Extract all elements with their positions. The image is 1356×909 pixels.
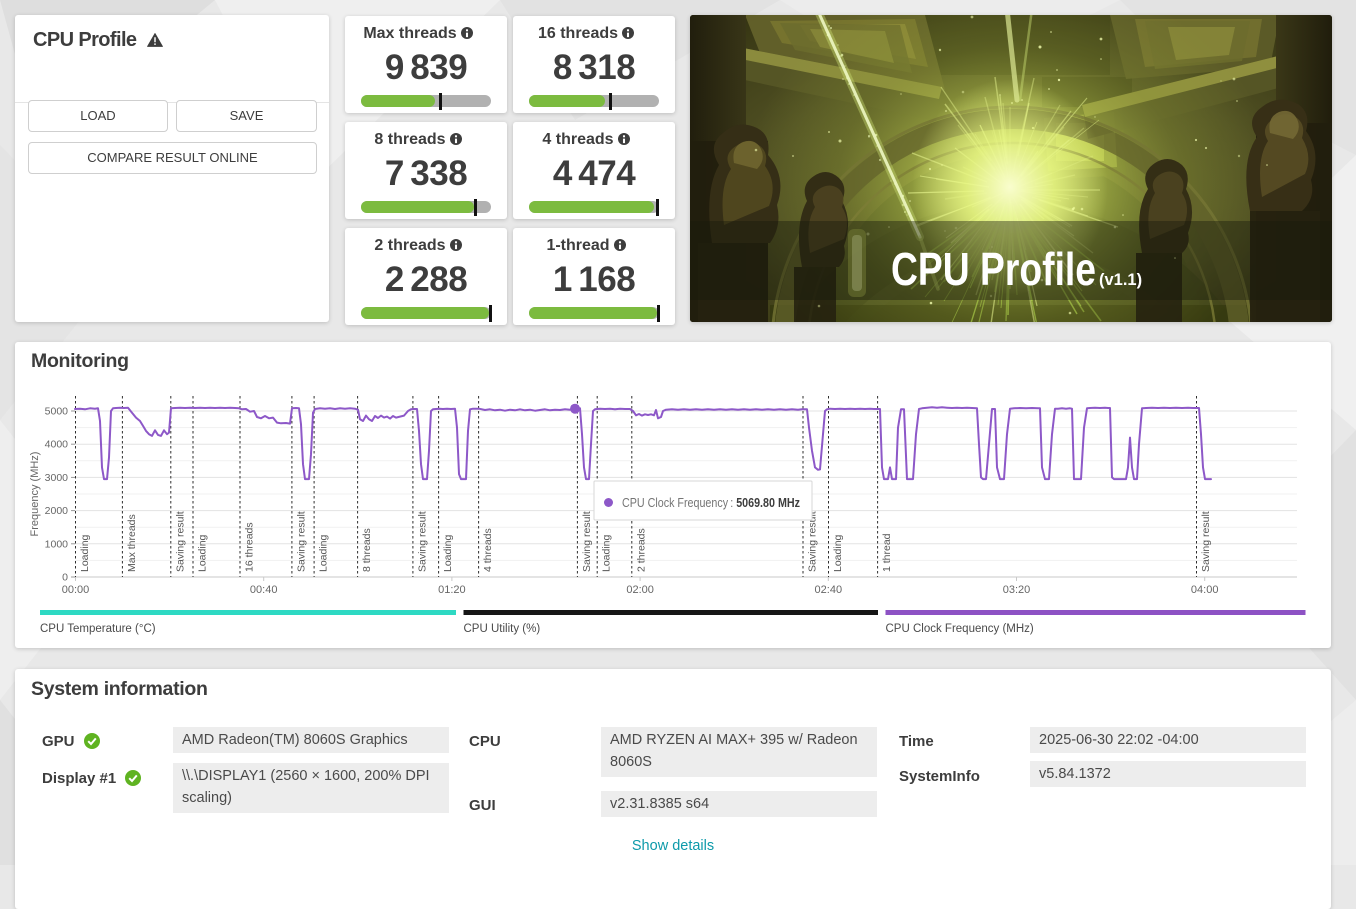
svg-text:Loading: Loading — [601, 534, 613, 572]
svg-text:CPU Profile: CPU Profile — [891, 243, 1096, 295]
svg-text:CPU Clock Frequency (MHz): CPU Clock Frequency (MHz) — [886, 623, 1034, 635]
svg-text:Loading: Loading — [318, 534, 330, 572]
svg-text:Saving result: Saving result — [581, 511, 593, 572]
svg-text:CPU Clock Frequency : 5069.80: CPU Clock Frequency : 5069.80 MHz — [622, 495, 800, 510]
svg-text:Saving result: Saving result — [295, 511, 307, 572]
svg-text:Saving result: Saving result — [416, 511, 428, 572]
svg-text:8 threads: 8 threads — [361, 528, 373, 572]
svg-text:5000: 5000 — [45, 406, 69, 418]
svg-text:0: 0 — [62, 572, 68, 584]
svg-text:2 threads: 2 threads — [635, 528, 647, 572]
svg-text:CPU Temperature (°C): CPU Temperature (°C) — [40, 623, 156, 635]
svg-text:4 threads: 4 threads — [482, 528, 494, 572]
svg-text:Loading: Loading — [79, 534, 91, 572]
svg-text:01:20: 01:20 — [438, 584, 466, 596]
svg-text:(v1.1): (v1.1) — [1099, 271, 1142, 289]
svg-text:Loading: Loading — [197, 534, 209, 572]
svg-text:16 threads: 16 threads — [244, 522, 256, 572]
svg-text:3000: 3000 — [45, 472, 69, 484]
svg-text:00:00: 00:00 — [62, 584, 90, 596]
svg-text:1000: 1000 — [45, 538, 69, 550]
svg-text:02:40: 02:40 — [815, 584, 843, 596]
svg-text:00:40: 00:40 — [250, 584, 278, 596]
svg-text:4000: 4000 — [45, 439, 69, 451]
svg-text:1 thread: 1 thread — [881, 533, 893, 572]
svg-text:03:20: 03:20 — [1003, 584, 1031, 596]
svg-text:04:00: 04:00 — [1191, 584, 1219, 596]
svg-text:Loading: Loading — [832, 534, 844, 572]
svg-text:Max threads: Max threads — [126, 514, 138, 572]
svg-text:Loading: Loading — [442, 534, 454, 572]
svg-text:Saving result: Saving result — [1200, 511, 1212, 572]
svg-text:02:00: 02:00 — [626, 584, 654, 596]
svg-text:Saving result: Saving result — [807, 511, 819, 572]
svg-text:Frequency (MHz): Frequency (MHz) — [29, 452, 41, 537]
svg-text:2000: 2000 — [45, 505, 69, 517]
svg-text:Saving result: Saving result — [174, 511, 186, 572]
svg-text:CPU Utility (%): CPU Utility (%) — [464, 623, 541, 635]
